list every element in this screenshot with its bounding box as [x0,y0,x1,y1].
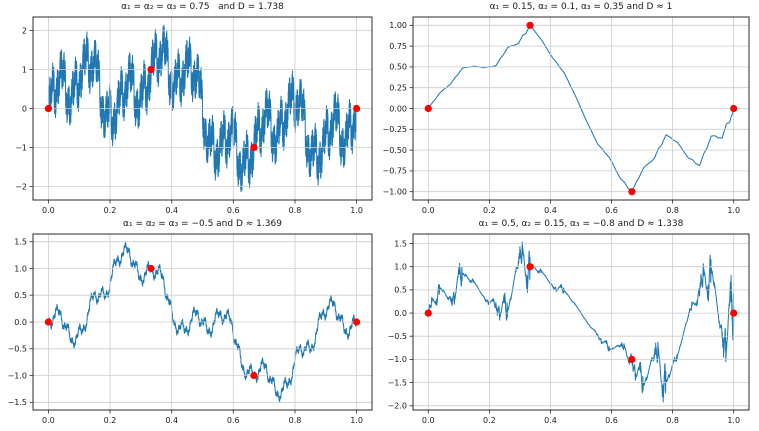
y-tick-label: −0.5 [8,345,27,354]
interpolation-point-marker [628,355,636,363]
y-tick-label: −0.75 [382,167,407,176]
y-tick-label: −0.50 [382,146,407,155]
y-tick-label: −0.25 [382,125,407,134]
interpolation-point-marker [44,104,53,113]
y-tick-label: −0.5 [388,332,407,341]
interpolation-point-marker [628,188,636,196]
y-tick-label: −2 [15,182,27,191]
y-tick-label: 1.5 [394,239,407,248]
x-tick-label: 0.8 [289,416,302,425]
interpolation-point-marker [353,104,361,113]
interpolation-point-marker [44,318,53,326]
y-tick-label: 0 [22,104,27,113]
x-tick-label: 0.6 [605,206,618,215]
subplot-bottom-left-title: α₁ = α₂ = α₃ = −0.5 and D ≈ 1.369 [123,219,282,229]
y-tick-label: 0.50 [389,63,407,72]
subplot-top-left-title: α₁ = α₂ = α₃ = 0.75 and D = 1.738 [121,2,284,12]
x-tick-label: 0.6 [605,416,618,425]
x-tick-label: 0.4 [165,206,178,215]
y-tick-label: 1 [22,65,27,74]
x-tick-label: 0.6 [227,206,240,215]
axes-border [412,233,750,411]
y-tick-label: 0.75 [389,42,407,51]
y-tick-label: −1.0 [388,355,407,364]
x-tick-label: 0.4 [544,206,557,215]
y-tick-label: 0.0 [394,309,407,318]
interpolation-point-marker [526,263,534,271]
x-tick-label: 0.2 [483,416,496,425]
interpolation-point-marker [526,21,534,29]
y-tick-label: −2.0 [388,402,407,411]
interpolation-point-marker [424,309,432,317]
subplot-top-right-title: α₁ = 0.15, α₂ = 0.1, α₃ = 0.35 and D ≈ 1 [489,2,673,12]
y-tick-label: 0.25 [389,84,407,93]
x-tick-label: 0.8 [666,416,679,425]
interpolation-point-marker [424,104,432,113]
x-tick-label: 1.0 [350,206,363,215]
x-tick-label: 0.0 [42,206,55,215]
x-tick-label: 0.2 [104,416,117,425]
x-tick-label: 0.0 [422,416,435,425]
x-tick-label: 1.0 [727,206,740,215]
interpolation-point-marker [730,309,738,317]
y-tick-label: 1.5 [14,238,27,247]
y-tick-label: −1.0 [8,371,27,380]
interpolation-point-marker [250,371,258,380]
x-tick-label: 0.6 [227,416,240,425]
x-tick-label: 0.8 [666,206,679,215]
y-tick-label: 1.0 [14,264,27,273]
interpolation-point-marker [730,104,738,113]
x-tick-label: 0.4 [165,416,178,425]
y-tick-label: 0.00 [389,104,407,113]
x-tick-label: 1.0 [350,416,363,425]
y-tick-label: 1.00 [389,21,407,30]
x-tick-label: 0.8 [289,206,302,215]
interpolation-point-marker [147,65,155,74]
y-tick-label: 0.5 [394,286,407,295]
interpolation-point-marker [147,264,155,273]
x-tick-label: 0.0 [42,416,55,425]
y-tick-label: −1.5 [388,378,407,387]
x-tick-label: 0.0 [422,206,435,215]
y-tick-label: −1 [15,143,27,152]
interpolation-point-marker [250,143,258,152]
x-tick-label: 0.2 [104,206,117,215]
x-tick-label: 0.2 [483,206,496,215]
y-tick-label: 0.5 [14,291,27,300]
subplot-bottom-right-title: α₁ = 0.5, α₂ = 0.15, α₃ = −0.8 and D ≈ 1… [478,219,684,229]
x-tick-label: 1.0 [727,416,740,425]
y-tick-label: 1.0 [394,263,407,272]
y-tick-label: −1.00 [382,188,407,197]
x-tick-label: 0.4 [544,416,557,425]
fractal-curve [427,241,735,403]
y-tick-label: 0.0 [14,318,27,327]
y-tick-label: −1.5 [8,398,27,407]
interpolation-point-marker [353,318,361,326]
y-tick-label: 2 [22,26,27,35]
